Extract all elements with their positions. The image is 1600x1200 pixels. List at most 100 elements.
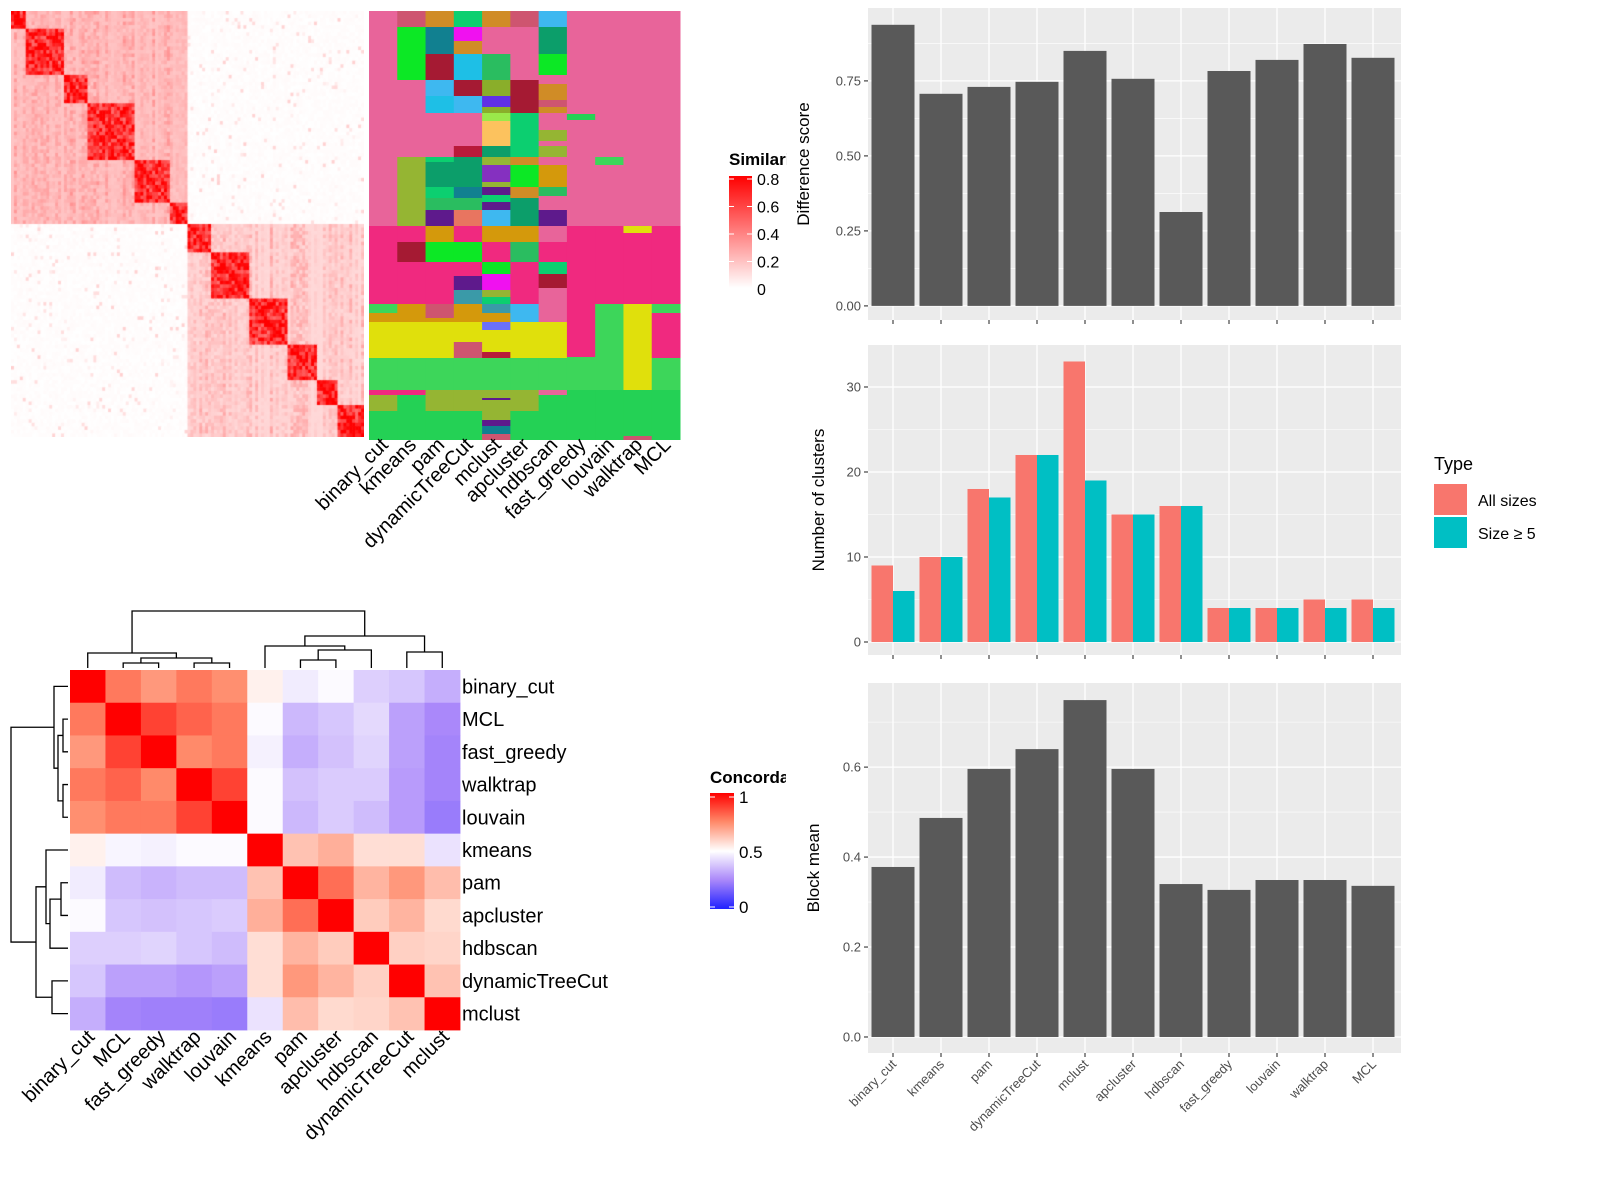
cluster-label-cell — [482, 304, 511, 313]
cluster-label-cell — [482, 107, 511, 113]
heatmap-cell — [424, 735, 461, 769]
legend-tick-label: 1 — [739, 788, 748, 807]
bar-kmeans-size-ge-5 — [941, 556, 963, 642]
cluster-label-cell — [510, 322, 540, 358]
cluster-label-cell — [651, 390, 681, 440]
heatmap-cell — [424, 899, 461, 933]
cluster-label-cell — [538, 141, 568, 146]
cluster-label-cell — [482, 113, 511, 121]
bar-apcluster-size-ge-5 — [1133, 514, 1155, 642]
x-tick-label: kmeans — [904, 1056, 947, 1099]
y-tick-label: 0.6 — [843, 760, 861, 775]
y-axis-title: Number of clusters — [809, 429, 828, 572]
heatmap-cell — [247, 768, 284, 802]
heatmap-cell — [389, 800, 425, 835]
bar-chart-panel-1: 0.00 0.25 0.50 0.75 Difference score — [794, 8, 1401, 324]
heatmap-cell — [353, 964, 390, 998]
bar-dynamicTreeCut — [1015, 749, 1059, 1037]
heatmap-cell — [140, 833, 177, 867]
bar-MCL — [1351, 885, 1395, 1037]
heatmap-cell — [282, 833, 319, 867]
cluster-label-cell — [538, 146, 568, 157]
type-legend: Type All sizes Size ≥ 5 — [1434, 454, 1537, 548]
y-tick-label: 0.75 — [836, 73, 861, 88]
cluster-label-cell — [651, 226, 681, 304]
cluster-label-cell — [538, 210, 568, 226]
cluster-label-cell — [595, 304, 624, 390]
cluster-label-cell — [369, 11, 398, 226]
cluster-label-cell — [538, 187, 568, 196]
heatmap-cell — [105, 899, 142, 933]
heatmap-cell — [176, 702, 213, 736]
cluster-label-cell — [482, 434, 511, 440]
cluster-label-cell — [425, 318, 455, 322]
cluster-label-cell — [566, 357, 596, 390]
heatmap-cell — [176, 670, 213, 704]
bar-hdbscan-size-ge-5 — [1181, 505, 1203, 642]
cluster-label-cell — [566, 390, 596, 440]
cluster-label-cell — [369, 390, 398, 395]
heatmap-cell — [424, 670, 461, 704]
heatmap-cell — [389, 997, 425, 1031]
bar-kmeans — [919, 817, 963, 1037]
heatmap-cell — [282, 735, 319, 769]
heatmap-cell — [140, 931, 177, 965]
cluster-label-cell — [397, 242, 427, 262]
x-tick-label: binary_cut — [846, 1056, 899, 1109]
cluster-label-cell — [538, 100, 568, 107]
cluster-label-cell — [453, 411, 483, 440]
column-dendrogram-branch — [299, 659, 337, 668]
cluster-label-cell — [510, 304, 540, 322]
x-tick-label: MCL — [1349, 1057, 1379, 1087]
cluster-label-cell — [453, 342, 483, 358]
bar-louvain — [1255, 59, 1299, 306]
cluster-label-cell — [397, 27, 427, 80]
heatmap-cell — [389, 670, 425, 704]
cluster-label-cell — [453, 54, 483, 80]
bar-fast_greedy-size-ge-5 — [1229, 607, 1251, 642]
x-tick-label: fast_greedy — [1176, 1056, 1235, 1115]
heatmap-cell — [247, 997, 284, 1031]
row-label: kmeans — [462, 840, 532, 862]
heatmap-cell — [282, 702, 319, 736]
cluster-label-cell — [510, 198, 540, 226]
row-dendrogram-branch — [62, 783, 68, 818]
heatmap-cell — [353, 735, 390, 769]
cluster-label-cell — [482, 242, 511, 262]
heatmap-cell — [140, 866, 177, 900]
heatmap-cell — [282, 670, 319, 704]
heatmap-cell — [389, 768, 425, 802]
heatmap-cell — [353, 997, 390, 1031]
cluster-label-cell — [453, 322, 483, 342]
bar-dynamicTreeCut — [1015, 81, 1059, 306]
cluster-label-cell — [538, 130, 568, 141]
cluster-label-cell — [425, 187, 455, 198]
cluster-label-cell — [425, 210, 455, 226]
bar-fast_greedy-all-sizes — [1207, 607, 1229, 642]
cluster-label-cell — [397, 80, 427, 157]
heatmap-cell — [176, 800, 213, 835]
y-tick-label: 30 — [847, 379, 861, 394]
cluster-label-cell — [425, 411, 455, 440]
bar-hdbscan — [1159, 212, 1203, 306]
cluster-label-cell — [425, 54, 455, 80]
cluster-label-cell — [538, 157, 568, 165]
heatmap-cell — [105, 931, 142, 965]
legend-tick-label: 0.6 — [757, 200, 779, 217]
bar-binary_cut — [871, 866, 915, 1037]
cluster-label-cell — [482, 202, 511, 210]
row-dendrogram-branch — [51, 980, 68, 1015]
heatmap-cell — [70, 964, 106, 998]
legend-tick-label: 0 — [757, 282, 766, 299]
bar-mclust-size-ge-5 — [1085, 480, 1107, 642]
heatmap-cell — [424, 866, 461, 900]
heatmap-cell — [140, 800, 177, 835]
cluster-label-cell — [482, 54, 511, 80]
heatmap-cell — [424, 702, 461, 736]
cluster-label-cell — [453, 146, 483, 157]
heatmap-cell — [70, 866, 106, 900]
heatmap-cell — [105, 997, 142, 1031]
x-tick-label: mclust — [1054, 1056, 1091, 1093]
cluster-label-cell — [510, 390, 540, 411]
